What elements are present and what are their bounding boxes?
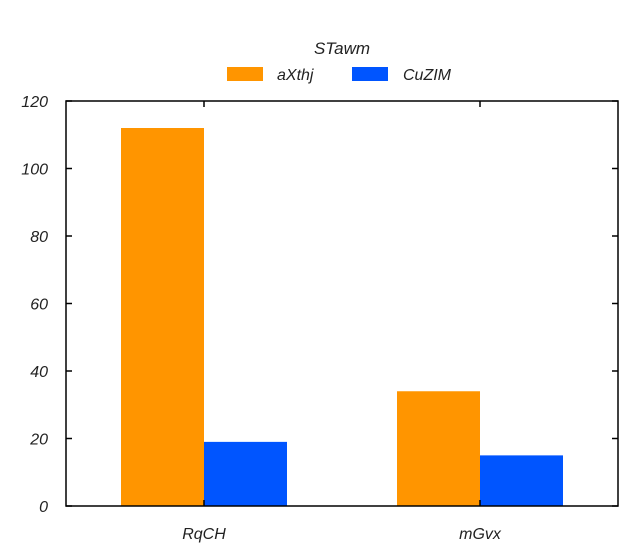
- legend-swatch-CuZIM: [352, 67, 388, 81]
- bar-aXthj-mGvx: [397, 391, 480, 506]
- y-tick-label: 80: [30, 229, 48, 246]
- x-tick-label: RqCH: [182, 526, 226, 543]
- y-tick-label: 0: [39, 499, 48, 516]
- plot-area: RqCH mGvx 0 20 40 60 80 100 120: [21, 94, 619, 543]
- y-tick-label: 100: [21, 162, 48, 179]
- legend-label-aXthj: aXthj: [277, 67, 314, 84]
- legend-swatch-aXthj: [227, 67, 263, 81]
- legend-label-CuZIM: CuZIM: [403, 67, 452, 84]
- bar-CuZIM-RqCH: [204, 441, 287, 506]
- plot-frame: [65, 100, 619, 507]
- bar-CuZIM-mGvx: [480, 455, 563, 506]
- y-tick-label: 60: [30, 297, 48, 314]
- bar-aXthj-RqCH: [121, 128, 204, 506]
- y-tick-label: 40: [30, 364, 48, 381]
- x-tick-label: mGvx: [459, 526, 502, 543]
- y-tick-label: 120: [21, 94, 48, 111]
- legend-title: STawm: [314, 39, 370, 58]
- legend: STawm aXthj CuZIM: [227, 39, 452, 84]
- y-tick-label: 20: [29, 432, 48, 449]
